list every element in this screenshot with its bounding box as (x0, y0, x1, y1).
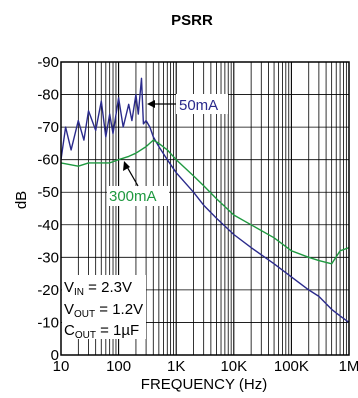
label-50ma: 50mA (179, 97, 218, 114)
condition-cout: COUT = 1µF (64, 322, 139, 341)
x-tick-label: 10K (220, 358, 247, 375)
arrowhead-300ma (123, 161, 130, 171)
x-tick-label: 100K (274, 358, 309, 375)
y-tick-label: -30 (37, 249, 59, 266)
y-tick-label: -60 (37, 152, 59, 169)
x-tick-label: 1M (339, 358, 358, 375)
x-tick-label: 10 (53, 358, 70, 375)
condition-vin: VIN = 2.3V (64, 279, 132, 298)
y-tick-label: -80 (37, 87, 59, 104)
y-tick-label: -70 (37, 119, 59, 136)
condition-vout: VOUT = 1.2V (64, 301, 143, 320)
y-tick-label: -40 (37, 217, 59, 234)
plot-frame (60, 61, 350, 356)
y-tick-label: -20 (37, 282, 59, 299)
arrow-300ma (125, 164, 139, 187)
conditions-box (62, 275, 146, 339)
y-tick-label: -10 (37, 314, 59, 331)
label-50ma-bg (176, 94, 228, 114)
x-tick-label: 1K (167, 358, 185, 375)
y-tick-label: -50 (37, 184, 59, 201)
y-tick-label: -90 (37, 54, 59, 71)
chart-title: PSRR (171, 12, 213, 29)
series-lines (60, 77, 350, 323)
series-line-50ma (60, 77, 350, 323)
x-tick-label: 100 (106, 358, 131, 375)
y-axis-label: dB (13, 191, 30, 209)
grid (61, 62, 349, 355)
arrowhead-50ma (147, 100, 155, 108)
label-300ma: 300mA (109, 188, 157, 205)
tick-labels: 0 -10 -20 -30 -40 -50 -60 -70 -80 -90 10 100 1K 10K 10… (37, 54, 358, 375)
label-300ma-bg (107, 186, 169, 206)
y-tick-label: 0 (51, 347, 59, 364)
x-axis-label: FREQUENCY (Hz) (141, 376, 267, 393)
series-line-300ma (60, 139, 350, 265)
